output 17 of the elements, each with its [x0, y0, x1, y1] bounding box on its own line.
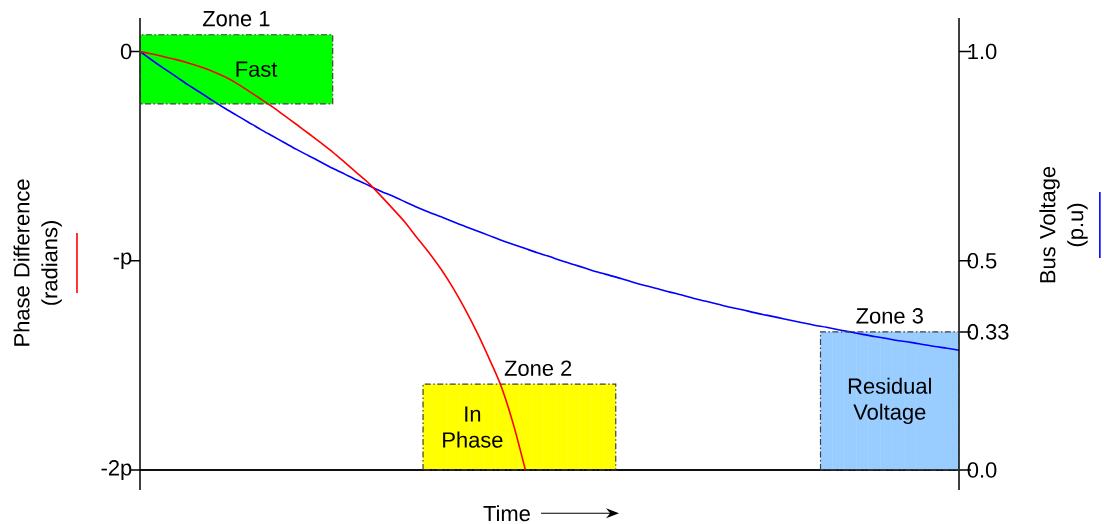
y-axis-title: Phase Difference (radians) [13, 179, 62, 346]
x-axis-title: Time [483, 505, 530, 522]
series-label: Zone 2 [504, 360, 572, 376]
line-series [140, 50, 960, 352]
annotation: Fast [236, 61, 278, 77]
y2-axis-title: Bus Voltage (p.u) [1039, 166, 1088, 283]
band-label: Zone 1 [202, 11, 270, 27]
y-tick-label: 0 [120, 43, 132, 60]
annotation: Residual Voltage [848, 377, 931, 425]
annotation: In Phase [443, 406, 503, 448]
y2-tick-label: 1.0 [968, 43, 997, 60]
y2-tick-label: 0.33 [967, 324, 1009, 340]
y2-tick-label: 0.0 [967, 462, 997, 478]
y-tick-label: -p [113, 252, 132, 269]
y-tick-label: -2p [101, 460, 132, 480]
series-label: Zone 3 [856, 308, 923, 324]
y2-tick-label: 0.5 [967, 252, 997, 269]
